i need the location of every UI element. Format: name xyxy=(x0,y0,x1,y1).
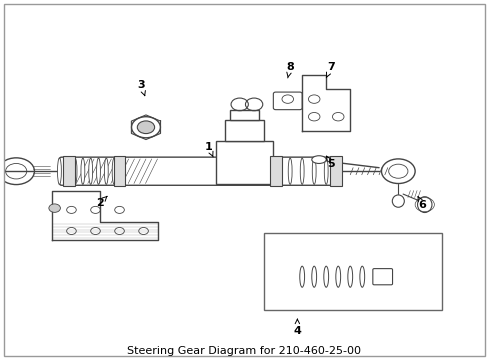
Ellipse shape xyxy=(347,266,352,287)
Polygon shape xyxy=(302,75,349,131)
Ellipse shape xyxy=(276,158,280,184)
Bar xyxy=(63,157,75,186)
Ellipse shape xyxy=(300,158,304,184)
Bar xyxy=(329,157,341,186)
Circle shape xyxy=(137,121,154,134)
Text: Steering Gear Diagram for 210-460-25-00: Steering Gear Diagram for 210-460-25-00 xyxy=(127,346,361,356)
Ellipse shape xyxy=(311,156,325,163)
Ellipse shape xyxy=(417,197,431,212)
Ellipse shape xyxy=(391,195,404,207)
Text: 6: 6 xyxy=(417,197,426,210)
Text: 4: 4 xyxy=(293,319,301,336)
Ellipse shape xyxy=(65,158,69,184)
Ellipse shape xyxy=(312,158,315,184)
Ellipse shape xyxy=(311,266,316,287)
Ellipse shape xyxy=(96,158,100,184)
Ellipse shape xyxy=(104,158,108,184)
FancyBboxPatch shape xyxy=(372,269,392,285)
Ellipse shape xyxy=(58,158,61,184)
Ellipse shape xyxy=(287,158,291,184)
Ellipse shape xyxy=(89,158,92,184)
Text: 2: 2 xyxy=(96,196,107,208)
Ellipse shape xyxy=(323,266,328,287)
FancyBboxPatch shape xyxy=(273,92,302,110)
Text: 8: 8 xyxy=(285,63,293,78)
Ellipse shape xyxy=(299,266,304,287)
FancyBboxPatch shape xyxy=(60,157,338,185)
Bar xyxy=(225,120,263,141)
Bar xyxy=(263,233,441,310)
Text: 7: 7 xyxy=(325,63,334,78)
Ellipse shape xyxy=(73,158,77,184)
Text: 1: 1 xyxy=(204,141,213,157)
Bar xyxy=(269,157,281,186)
Text: 5: 5 xyxy=(326,156,334,169)
Ellipse shape xyxy=(112,158,116,184)
Ellipse shape xyxy=(324,158,327,184)
Text: 3: 3 xyxy=(137,80,145,96)
Ellipse shape xyxy=(359,266,364,287)
Ellipse shape xyxy=(335,266,340,287)
Ellipse shape xyxy=(81,158,84,184)
Polygon shape xyxy=(52,190,158,240)
Bar xyxy=(230,110,258,120)
Circle shape xyxy=(49,204,61,212)
Bar xyxy=(215,141,273,184)
Bar xyxy=(114,157,125,186)
